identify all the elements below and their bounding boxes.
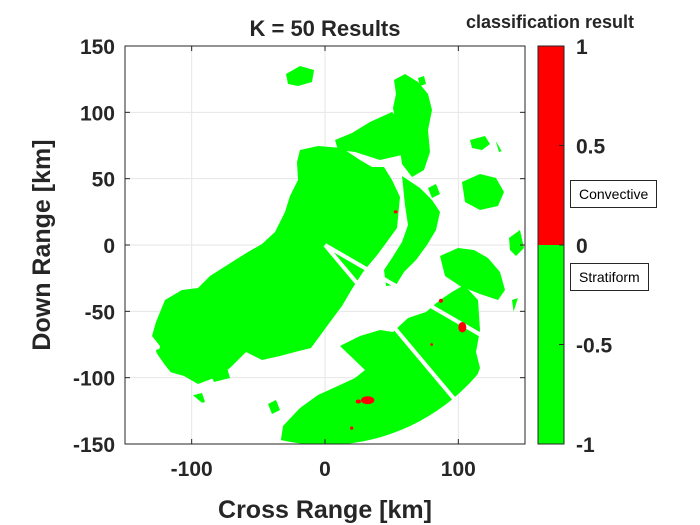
- convective-cell: [458, 321, 467, 333]
- colorbar-tick-label: 1: [576, 36, 588, 59]
- y-tick-label: 50: [92, 169, 115, 192]
- stratiform-label: Stratiform: [570, 263, 649, 291]
- x-tick-label: 100: [441, 458, 476, 481]
- x-axis-label: Cross Range [km]: [218, 496, 432, 524]
- colorbar-ticks: 1 0.5 0 -0.5 -1: [559, 36, 613, 457]
- x-axis-ticks: -100 0 100: [171, 46, 476, 481]
- convective-label: Convective: [570, 180, 658, 208]
- convective-cell: [439, 298, 443, 303]
- y-tick-label: 100: [80, 102, 115, 125]
- y-tick-label: -50: [85, 301, 115, 324]
- y-tick-label: -150: [73, 434, 115, 457]
- convective-cell: [361, 396, 375, 405]
- y-tick-label: 0: [103, 235, 115, 258]
- convective-cell: [393, 210, 398, 214]
- colorbar-tick-label: -1: [576, 434, 595, 457]
- colorbar-tick-label: 0: [576, 235, 588, 258]
- radar-echo-field: [152, 66, 524, 444]
- y-axis-label: Down Range [km]: [28, 139, 56, 350]
- colorbar-title: classification result: [466, 12, 634, 32]
- convective-cell: [350, 426, 354, 430]
- colorbar-tick-label: 0.5: [576, 136, 606, 159]
- x-tick-label: 0: [319, 458, 331, 481]
- chart-title: K = 50 Results: [249, 16, 400, 41]
- stratiform-echo: [152, 66, 524, 444]
- convective-cells: [350, 210, 467, 430]
- y-axis-ticks: 150 100 50 0 -50 -100 -150: [73, 36, 525, 457]
- colorbar-tick-label: -0.5: [576, 335, 613, 358]
- y-tick-label: 150: [80, 36, 115, 59]
- convective-cell: [430, 343, 433, 346]
- convective-cell: [355, 399, 362, 404]
- y-tick-label: -100: [73, 368, 115, 391]
- x-tick-label: -100: [171, 458, 213, 481]
